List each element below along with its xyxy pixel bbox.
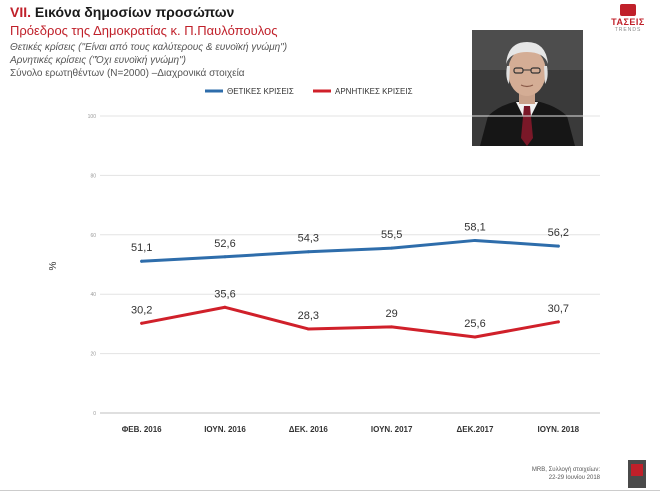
data-label: 29 [386, 308, 398, 320]
x-tick-label: ΙΟΥΝ. 2016 [204, 425, 246, 434]
mrb-logo-icon [628, 460, 646, 488]
logo-mark-icon [620, 4, 636, 16]
logo-tagline: TRENDS [614, 27, 642, 33]
data-point [223, 255, 227, 259]
y-tick-label: 80 [90, 173, 96, 179]
data-label: 55,5 [381, 229, 402, 241]
series-line-positive [140, 238, 560, 263]
logo-brand: ΤΑΣΕΙΣ [611, 17, 645, 27]
y-tick-label: 60 [90, 233, 96, 239]
data-point [473, 335, 477, 339]
section-title: Εικόνα δημοσίων προσώπων [34, 4, 235, 20]
data-label: 25,6 [464, 318, 485, 330]
y-tick-label: 0 [93, 411, 96, 417]
series-line-negative [140, 305, 560, 339]
page-title: VII. Εικόνα δημοσίων προσώπων [10, 4, 234, 20]
x-tick-label: ΔΕΚ. 2016 [289, 425, 329, 434]
y-tick-label: 100 [88, 114, 97, 120]
bottom-divider [0, 490, 660, 491]
y-axis-label: % [48, 261, 59, 270]
x-tick-label: ΦΕΒ. 2016 [122, 425, 162, 434]
positive-definition: Θετικές κρίσεις ("Είναι από τους καλύτερ… [10, 42, 288, 53]
data-point [140, 259, 144, 263]
source-note: MRB, Συλλογή στοιχείων: 22-29 Ιουνίου 20… [532, 466, 600, 482]
sample-note: Σύνολο ερωτηθέντων (N=2000) –Διαχρονικά … [10, 68, 245, 79]
data-point [390, 246, 394, 250]
legend-entry: ΘΕΤΙΚΕΣ ΚΡΙΣΕΙΣ [227, 87, 294, 96]
data-point [140, 321, 144, 325]
y-tick-label: 40 [90, 292, 96, 298]
source-line-2: 22-29 Ιουνίου 2018 [548, 475, 600, 481]
data-label: 58,1 [464, 221, 485, 233]
y-tick-label: 20 [90, 352, 96, 358]
legend-entry: ΑΡΝΗΤΙΚΕΣ ΚΡΙΣΕΙΣ [335, 87, 413, 96]
data-point [556, 244, 560, 248]
data-point [306, 327, 310, 331]
x-tick-label: ΔΕΚ.2017 [457, 425, 494, 434]
data-point [306, 250, 310, 254]
data-label: 30,7 [548, 303, 569, 315]
president-photo [472, 30, 583, 146]
data-label: 28,3 [298, 310, 319, 322]
data-label: 35,6 [214, 288, 235, 300]
data-label: 51,1 [131, 242, 152, 254]
data-label: 56,2 [548, 227, 569, 239]
page-subtitle: Πρόεδρος της Δημοκρατίας κ. Π.Παυλόπουλο… [10, 23, 278, 38]
data-point [556, 320, 560, 324]
data-point [473, 238, 477, 242]
x-tick-label: ΙΟΥΝ. 2018 [538, 425, 580, 434]
data-label: 52,6 [214, 238, 235, 250]
data-point [390, 325, 394, 329]
data-point [223, 305, 227, 309]
brand-logo: ΤΑΣΕΙΣ TRENDS [604, 4, 652, 33]
source-line-1: MRB, Συλλογή στοιχείων: [531, 467, 600, 473]
data-label: 54,3 [298, 233, 319, 245]
negative-definition: Αρνητικές κρίσεις ("Όχι ευνοϊκή γνώμη") [10, 55, 186, 66]
section-number: VII. [10, 4, 32, 20]
portrait-icon [472, 30, 583, 146]
data-label: 30,2 [131, 304, 152, 316]
x-tick-label: ΙΟΥΝ. 2017 [371, 425, 413, 434]
